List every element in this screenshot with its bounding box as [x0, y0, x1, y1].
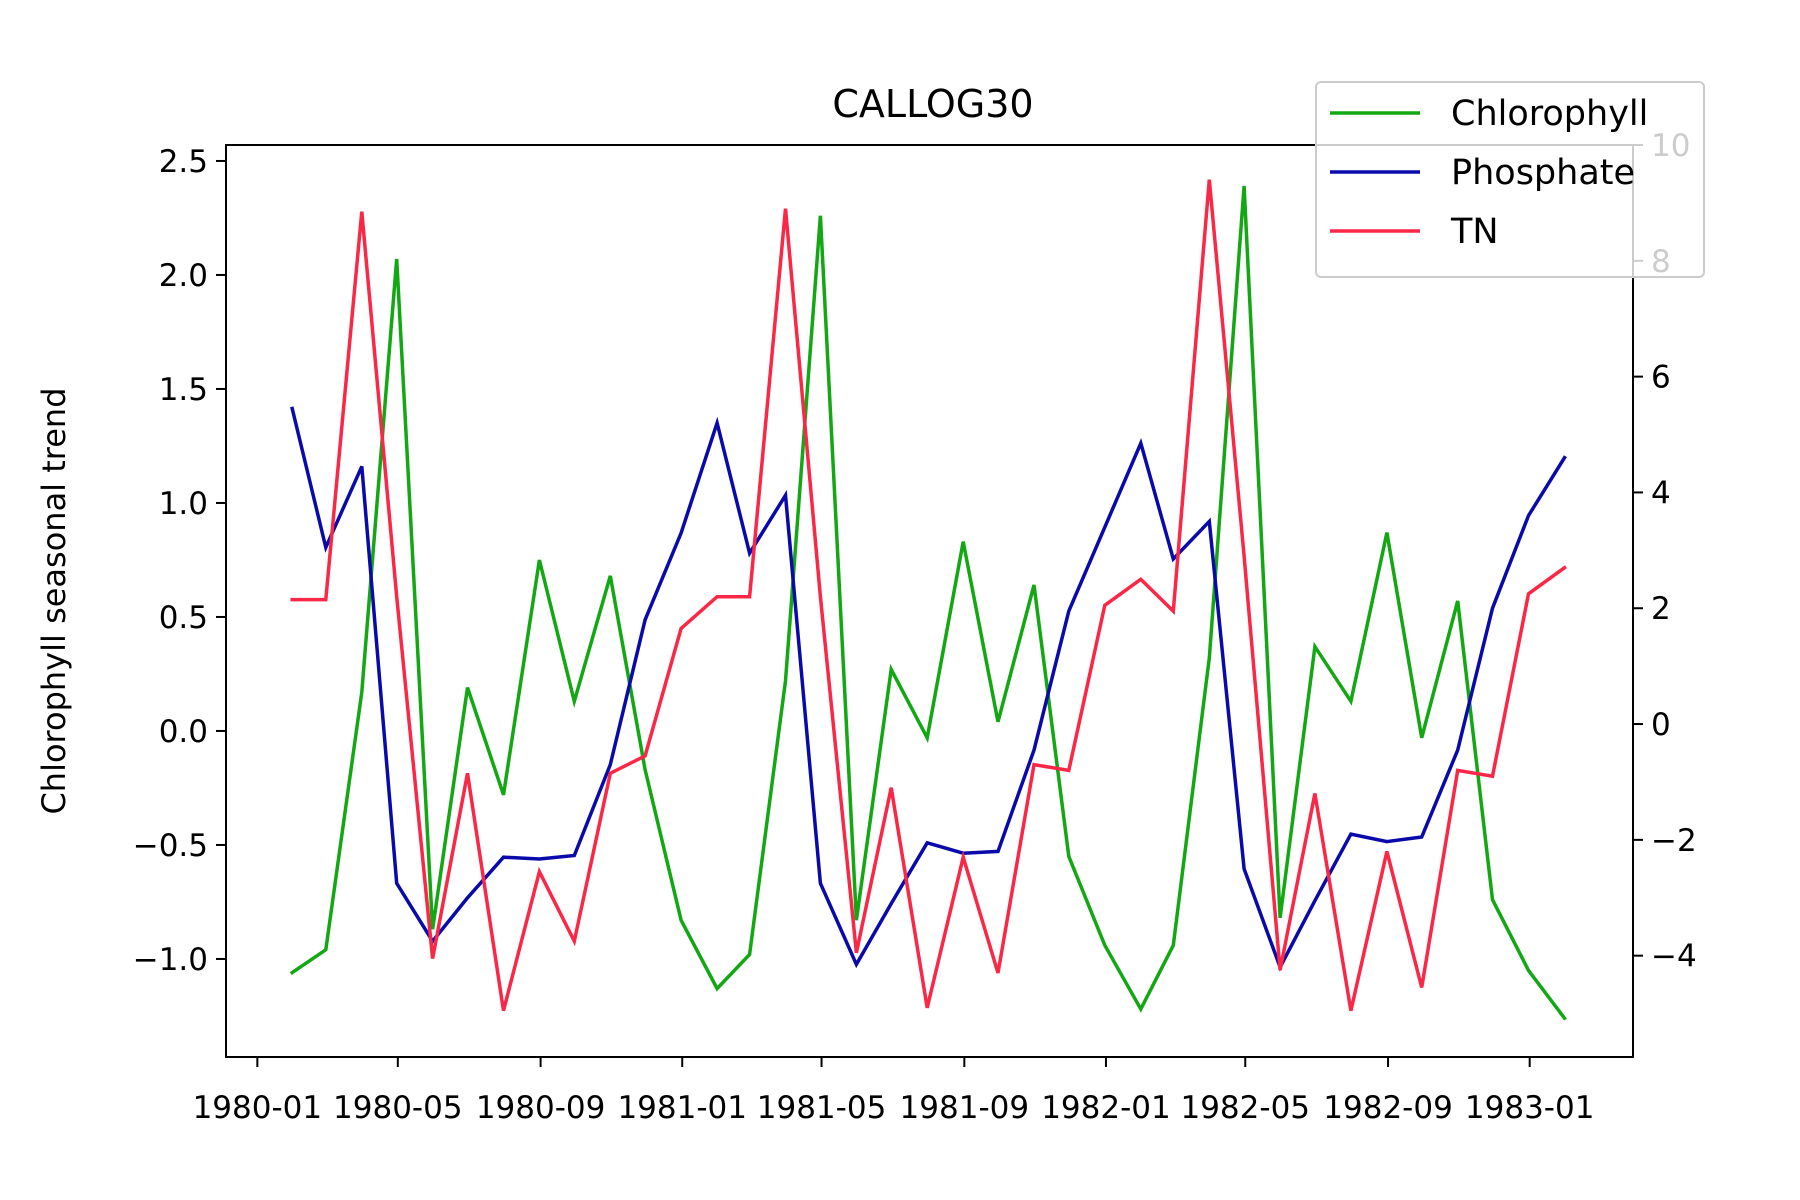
x-tick-label: 1980-09: [476, 1090, 606, 1126]
y-left-tick-label: −1.0: [133, 942, 208, 978]
legend-label-tn: TN: [1450, 212, 1499, 252]
x-axis: 1980-01 1980-05 1980-09 1981-01 1981-05 1981-…: [193, 1057, 1595, 1126]
y-axis-left: 2.5 2.0 1.5 1.0 0.5 0.0 −0.5 −1.0: [133, 144, 226, 978]
x-tick-label: 1983-01: [1465, 1090, 1595, 1126]
y-left-tick-label: 1.5: [159, 372, 208, 408]
y-right-tick-label: 4: [1651, 475, 1671, 511]
legend-label-chlorophyll: Chlorophyll: [1451, 94, 1648, 134]
chart-title: CALLOG30: [832, 82, 1033, 126]
y-right-tick-label: 0: [1651, 707, 1671, 743]
y-left-tick-label: 2.5: [159, 144, 208, 180]
x-tick-label: 1982-01: [1041, 1090, 1171, 1126]
x-tick-label: 1981-01: [617, 1090, 747, 1126]
x-tick-label: 1980-01: [193, 1090, 323, 1126]
series-line-phosphate: [290, 406, 1567, 972]
plot-frame: [225, 144, 1634, 1058]
y-right-tick-label: 2: [1651, 591, 1671, 627]
x-tick-label: 1982-05: [1180, 1090, 1310, 1126]
legend-label-phosphate: Phosphate: [1451, 153, 1635, 193]
y-left-tick-label: 0.5: [159, 600, 208, 636]
series-lines: [289, 179, 1567, 1021]
x-tick-label: 1980-05: [333, 1090, 463, 1126]
legend-box: [1315, 81, 1705, 278]
x-tick-label: 1981-09: [900, 1090, 1030, 1126]
x-tick-label: 1981-05: [757, 1090, 887, 1126]
x-tick-label: 1982-09: [1323, 1090, 1453, 1126]
y-right-tick-label: −4: [1651, 939, 1697, 975]
y-left-tick-label: 0.0: [159, 714, 208, 750]
y-axis-left-label: Chlorophyll seasonal trend: [35, 387, 73, 814]
y-left-tick-label: 2.0: [159, 258, 208, 294]
legend: Chlorophyll Phosphate TN: [1315, 81, 1705, 278]
y-left-tick-label: −0.5: [133, 828, 208, 864]
y-left-tick-label: 1.0: [159, 486, 208, 522]
series-line-tn: [290, 179, 1567, 1012]
y-right-tick-label: −2: [1651, 823, 1697, 859]
series-line-chlorophyll: [289, 185, 1567, 1021]
y-right-tick-label: 6: [1651, 360, 1671, 396]
